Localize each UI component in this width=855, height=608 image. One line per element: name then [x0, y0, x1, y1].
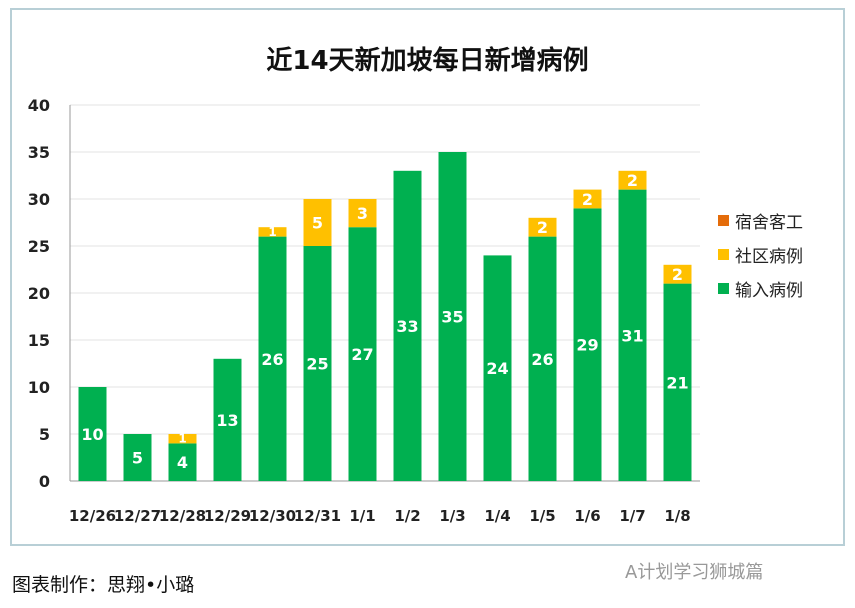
chart-credit: 图表制作：思翔•小璐	[12, 574, 195, 596]
bar-输入病例	[78, 387, 107, 481]
bar-社区病例	[303, 199, 332, 246]
watermark: A计划学习狮城篇	[625, 562, 764, 583]
y-tick-label: 25	[28, 237, 50, 256]
bar-社区病例	[573, 189, 602, 209]
data-label: 4	[177, 453, 188, 472]
y-tick-label: 40	[28, 96, 50, 115]
x-tick-label: 12/26	[69, 507, 116, 525]
x-tick-label: 12/28	[159, 507, 206, 525]
data-label: 13	[216, 411, 238, 430]
data-label: 31	[621, 326, 643, 345]
x-tick-label: 1/1	[349, 507, 375, 525]
y-tick-label: 5	[39, 425, 50, 444]
bar-社区病例	[258, 227, 287, 237]
x-tick-label: 1/8	[664, 507, 690, 525]
bar-输入病例	[123, 434, 152, 481]
data-label: 24	[486, 359, 508, 378]
data-label: 35	[441, 308, 463, 327]
legend-label: 社区病例	[735, 247, 803, 267]
x-tick-label: 1/6	[574, 507, 600, 525]
y-tick-label: 35	[28, 143, 50, 162]
y-tick-label: 0	[39, 472, 50, 491]
legend-item-community: 社区病例	[718, 242, 803, 267]
legend-swatch	[718, 215, 729, 226]
x-tick-label: 12/30	[249, 507, 296, 525]
x-tick-label: 1/2	[394, 507, 420, 525]
data-label: 26	[261, 350, 283, 369]
data-label: 2	[627, 171, 638, 190]
y-tick-label: 10	[28, 378, 50, 397]
legend-swatch	[718, 283, 729, 294]
data-label: 5	[132, 449, 143, 468]
x-tick-label: 1/4	[484, 507, 510, 525]
bar-社区病例	[663, 264, 692, 284]
bar-输入病例	[258, 236, 287, 481]
data-label: 29	[576, 336, 598, 355]
legend-item-dorm: 宿舍客工	[718, 208, 803, 233]
data-label: 2	[582, 190, 593, 209]
legend-swatch	[718, 249, 729, 260]
x-tick-label: 12/29	[204, 507, 251, 525]
data-label: 21	[666, 373, 688, 392]
data-label: 3	[357, 204, 368, 223]
bar-社区病例	[528, 217, 557, 237]
bar-输入病例	[303, 246, 332, 481]
x-tick-label: 1/5	[529, 507, 555, 525]
bar-输入病例	[618, 189, 647, 481]
x-tick-label: 1/7	[619, 507, 645, 525]
bar-社区病例	[348, 199, 377, 228]
data-label: 5	[312, 214, 323, 233]
bar-输入病例	[348, 227, 377, 481]
data-label: 1	[268, 225, 276, 239]
bar-输入病例	[393, 170, 422, 482]
legend-label: 宿舍客工	[735, 213, 803, 233]
data-label: 25	[306, 355, 328, 374]
y-tick-label: 20	[28, 284, 50, 303]
bar-社区病例	[618, 170, 647, 190]
y-tick-label: 15	[28, 331, 50, 350]
legend-item-imported: 输入病例	[718, 276, 803, 301]
bar-输入病例	[213, 358, 242, 481]
data-label: 2	[537, 218, 548, 237]
data-label: 2	[672, 265, 683, 284]
bar-输入病例	[528, 236, 557, 481]
legend-label: 输入病例	[735, 281, 803, 301]
data-label: 27	[351, 345, 373, 364]
chart-title: 近14天新加坡每日新增病例	[266, 46, 589, 76]
data-label: 10	[81, 425, 103, 444]
bar-输入病例	[663, 283, 692, 481]
bar-社区病例	[168, 434, 197, 444]
bar-输入病例	[168, 443, 197, 481]
x-tick-label: 12/27	[114, 507, 161, 525]
x-tick-label: 12/31	[294, 507, 341, 525]
x-tick-label: 1/3	[439, 507, 465, 525]
data-label: 33	[396, 317, 418, 336]
data-label: 1	[178, 432, 186, 446]
bar-输入病例	[483, 255, 512, 481]
bar-输入病例	[438, 152, 467, 481]
y-tick-label: 30	[28, 190, 50, 209]
bar-输入病例	[573, 208, 602, 481]
data-label: 26	[531, 350, 553, 369]
